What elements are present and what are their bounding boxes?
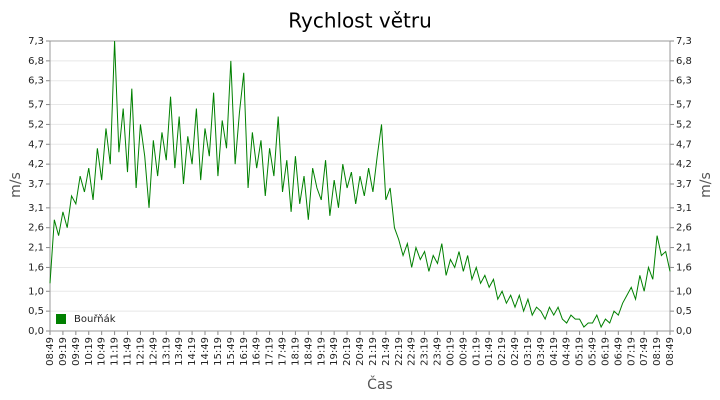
y2-tick-label: 1,6 — [676, 262, 692, 273]
x-tick-label: 17:49 — [278, 337, 289, 366]
x-tick-label: 13:49 — [174, 337, 185, 366]
x-tick-label: 08:19 — [652, 337, 663, 366]
legend-swatch — [56, 314, 66, 324]
y-tick-label: 1,6 — [28, 262, 44, 273]
x-tick-label: 04:19 — [549, 337, 560, 366]
y2-tick-label: 2,1 — [676, 243, 692, 254]
y2-axis-title: m/s — [698, 172, 714, 198]
data-line — [49, 40, 671, 329]
x-tick-label: 19:19 — [316, 337, 327, 366]
x-tick-label: 17:19 — [265, 337, 276, 366]
y-tick-label: 0,0 — [28, 326, 44, 337]
x-tick-label: 05:49 — [588, 337, 599, 366]
x-tick-label: 06:49 — [613, 337, 624, 366]
y-tick-label: 6,8 — [28, 56, 44, 67]
y-tick-label: 2,6 — [28, 223, 44, 234]
x-tick-label: 19:49 — [329, 337, 340, 366]
y-tick-label: 4,7 — [28, 139, 44, 150]
y2-tick-label: 4,2 — [676, 159, 692, 170]
y2-tick-label: 0,5 — [676, 306, 692, 317]
x-tick-label: 13:19 — [161, 337, 172, 366]
y-tick-label: 0,5 — [28, 306, 44, 317]
x-tick-label: 11:19 — [110, 337, 121, 366]
x-tick-label: 02:49 — [510, 337, 521, 366]
x-tick-label: 12:19 — [135, 337, 146, 366]
y-tick-label: 3,7 — [28, 179, 44, 190]
x-tick-label: 07:19 — [626, 337, 637, 366]
x-tick-label: 08:49 — [45, 337, 56, 366]
y-tick-label: 6,3 — [28, 76, 44, 87]
x-tick-label: 21:19 — [368, 337, 379, 366]
y2-tick-label: 4,7 — [676, 139, 692, 150]
y-tick-label: 3,1 — [28, 203, 44, 214]
y2-tick-label: 5,2 — [676, 119, 692, 130]
x-tick-label: 14:19 — [187, 337, 198, 366]
y-tick-label: 5,7 — [28, 100, 44, 111]
legend-label: Bouřňák — [74, 313, 116, 325]
x-tick-label: 12:49 — [148, 337, 159, 366]
y2-tick-label: 6,8 — [676, 56, 692, 67]
x-tick-label: 00:19 — [445, 337, 456, 366]
chart-title: Rychlost větru — [288, 9, 432, 33]
y-tick-label: 4,2 — [28, 159, 44, 170]
x-tick-label: 04:49 — [562, 337, 573, 366]
x-tick-label: 01:19 — [471, 337, 482, 366]
x-tick-label: 15:49 — [226, 337, 237, 366]
x-tick-label: 22:49 — [407, 337, 418, 366]
x-tick-label: 00:49 — [458, 337, 469, 366]
y2-tick-label: 7,3 — [676, 36, 692, 47]
x-tick-label: 07:49 — [639, 337, 650, 366]
x-tick-label: 18:49 — [303, 337, 314, 366]
x-tick-label: 15:19 — [213, 337, 224, 366]
x-tick-label: 05:19 — [575, 337, 586, 366]
y-tick-label: 5,2 — [28, 119, 44, 130]
x-tick-label: 16:49 — [252, 337, 263, 366]
y-axis-title: m/s — [8, 172, 24, 198]
x-tick-label: 21:49 — [381, 337, 392, 366]
y2-tick-label: 1,0 — [676, 286, 692, 297]
y2-tick-label: 5,7 — [676, 100, 692, 111]
x-tick-label: 01:49 — [484, 337, 495, 366]
x-tick-label: 11:49 — [123, 337, 134, 366]
plot-border — [49, 40, 671, 332]
x-tick-label: 09:19 — [58, 337, 69, 366]
y2-tick-label: 3,7 — [676, 179, 692, 190]
x-tick-label: 23:49 — [433, 337, 444, 366]
x-tick-label: 10:19 — [84, 337, 95, 366]
x-tick-label: 20:49 — [355, 337, 366, 366]
y-tick-label: 1,0 — [28, 286, 44, 297]
x-tick-label: 03:49 — [536, 337, 547, 366]
y2-tick-label: 6,3 — [676, 76, 692, 87]
y2-tick-label: 0,0 — [676, 326, 692, 337]
y-tick-label: 2,1 — [28, 243, 44, 254]
x-tick-label: 18:19 — [290, 337, 301, 366]
x-tick-label: 22:19 — [394, 337, 405, 366]
x-axis-title: Čas — [367, 375, 393, 393]
x-tick-label: 06:19 — [600, 337, 611, 366]
x-tick-label: 16:19 — [239, 337, 250, 366]
x-tick-label: 10:49 — [97, 337, 108, 366]
x-tick-label: 23:19 — [420, 337, 431, 366]
x-tick-label: 08:49 — [665, 337, 676, 366]
y-tick-label: 7,3 — [28, 36, 44, 47]
x-tick-label: 03:19 — [523, 337, 534, 366]
x-tick-label: 02:19 — [497, 337, 508, 366]
x-tick-label: 20:19 — [342, 337, 353, 366]
x-tick-label: 14:49 — [200, 337, 211, 366]
x-tick-label: 09:49 — [71, 337, 82, 366]
y2-tick-label: 2,6 — [676, 223, 692, 234]
y2-tick-label: 3,1 — [676, 203, 692, 214]
